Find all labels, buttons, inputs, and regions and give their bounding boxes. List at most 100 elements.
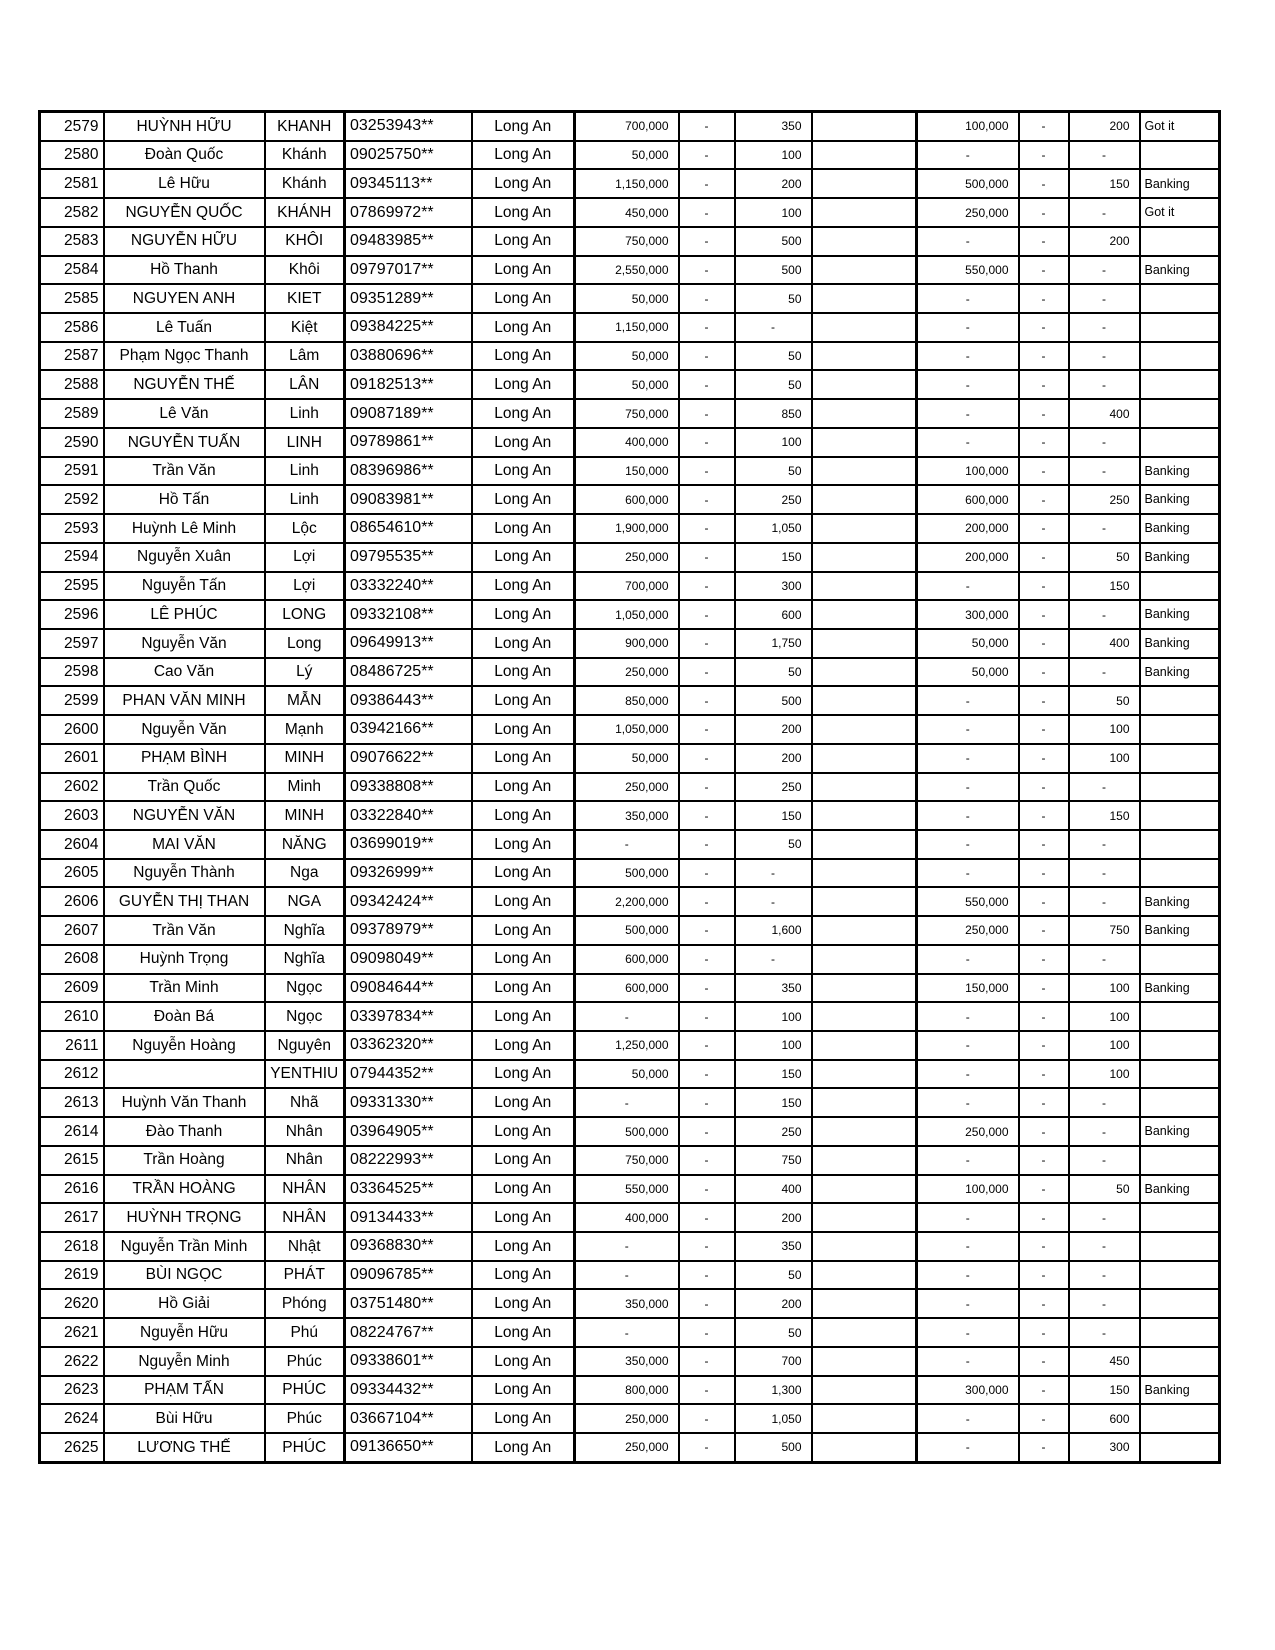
province-cell: Long An (470, 742, 576, 774)
given-name-cell: KIET (263, 283, 346, 315)
amount-extra-sub-cell: 100 (1067, 1030, 1141, 1061)
status-cell (1138, 426, 1221, 458)
dash-1-cell: - (677, 972, 736, 1004)
amount-main-cell: 150,000 (573, 455, 680, 487)
spacer-cell (810, 886, 918, 918)
amount-main-cell: 450,000 (573, 197, 680, 228)
status-cell (1138, 398, 1221, 429)
spacer-cell (810, 340, 918, 372)
status-cell (1138, 1288, 1221, 1320)
name-cell: NGUYỄN THẾ (102, 369, 266, 401)
province-cell: Long An (470, 886, 576, 918)
spacer-cell (810, 1231, 918, 1262)
spacer-cell (810, 513, 918, 544)
row-id-cell: 2593 (38, 513, 105, 544)
amount-extra-cell: - (915, 800, 1020, 831)
amount-extra-cell: - (915, 570, 1020, 602)
spacer-cell (810, 1288, 918, 1320)
row-id-cell: 2592 (38, 484, 105, 516)
status-cell: Banking (1138, 541, 1221, 573)
name-cell: Huỳnh Lê Minh (102, 513, 266, 544)
amount-main-cell: 250,000 (573, 771, 680, 803)
dash-2-cell: - (1017, 197, 1070, 228)
amount-sub-cell: 200 (733, 168, 813, 200)
amount-extra-sub-cell: - (1067, 1202, 1141, 1234)
dash-2-cell: - (1017, 886, 1070, 918)
spacer-cell (810, 1374, 918, 1406)
amount-sub-cell: 500 (733, 254, 813, 286)
name-cell (102, 1058, 266, 1090)
province-cell: Long An (470, 1144, 576, 1176)
dash-1-cell: - (677, 800, 736, 831)
row-id-cell: 2591 (38, 455, 105, 487)
row-id-cell: 2601 (38, 742, 105, 774)
spacer-cell (810, 197, 918, 228)
amount-extra-cell: - (915, 685, 1020, 717)
row-id-cell: 2613 (38, 1087, 105, 1119)
dash-2-cell: - (1017, 1288, 1070, 1320)
table-body: 2579 HUỲNH HỮU KHANH 03253943** Long An 700,0… (38, 110, 1221, 1464)
spacer-cell (810, 627, 918, 659)
name-cell: MAI VĂN (102, 828, 266, 860)
dash-2-cell: - (1017, 110, 1070, 142)
amount-extra-cell: - (915, 1317, 1020, 1348)
amount-extra-cell: - (915, 828, 1020, 860)
amount-extra-cell: 100,000 (915, 110, 1020, 142)
amount-extra-sub-cell: - (1067, 656, 1141, 688)
name-cell: PHẠM TẤN (102, 1374, 266, 1406)
given-name-cell: MẪN (263, 685, 346, 717)
amount-extra-cell: - (915, 1087, 1020, 1119)
province-cell: Long An (470, 1288, 576, 1320)
row-id-cell: 2586 (38, 312, 105, 343)
dash-2-cell: - (1017, 1317, 1070, 1348)
amount-sub-cell: 350 (733, 110, 813, 142)
spacer-cell (810, 943, 918, 975)
amount-extra-cell: - (915, 312, 1020, 343)
province-cell: Long An (470, 1087, 576, 1119)
name-cell: NGUYEN ANH (102, 283, 266, 315)
name-cell: Đoàn Quốc (102, 139, 266, 171)
name-cell: Nguyễn Văn (102, 627, 266, 659)
row-id-cell: 2609 (38, 972, 105, 1004)
amount-extra-sub-cell: 100 (1067, 1058, 1141, 1090)
phone-masked-cell: 03362320** (343, 1030, 473, 1061)
amount-extra-cell: - (915, 1259, 1020, 1291)
name-cell: GUYỄN THỊ THAN (102, 886, 266, 918)
row-id-cell: 2624 (38, 1403, 105, 1435)
spacer-cell (810, 168, 918, 200)
spacer-cell (810, 1259, 918, 1291)
dash-2-cell: - (1017, 599, 1070, 630)
table-row: 2580 Đoàn Quốc Khánh 09025750** Long An 50,00… (38, 139, 1221, 171)
row-id-cell: 2614 (38, 1116, 105, 1147)
amount-extra-sub-cell: 300 (1067, 1432, 1141, 1464)
amount-sub-cell: 850 (733, 398, 813, 429)
phone-masked-cell: 07869972** (343, 197, 473, 228)
given-name-cell: Phóng (263, 1288, 346, 1320)
row-id-cell: 2610 (38, 1001, 105, 1032)
amount-main-cell: 500,000 (573, 857, 680, 889)
given-name-cell: NGA (263, 886, 346, 918)
name-cell: Trần Minh (102, 972, 266, 1004)
phone-masked-cell: 09332108** (343, 599, 473, 630)
status-cell (1138, 369, 1221, 401)
dash-2-cell: - (1017, 570, 1070, 602)
dash-1-cell: - (677, 714, 736, 745)
name-cell: Trần Hoàng (102, 1144, 266, 1176)
amount-extra-sub-cell: - (1067, 1144, 1141, 1176)
amount-main-cell: 400,000 (573, 426, 680, 458)
amount-extra-sub-cell: - (1067, 254, 1141, 286)
amount-sub-cell: 50 (733, 1259, 813, 1291)
table-row: 2612 YENTHIU 07944352** Long An 50,000-150- -… (38, 1058, 1221, 1090)
name-cell: HUỲNH TRỌNG (102, 1202, 266, 1234)
dash-2-cell: - (1017, 1087, 1070, 1119)
amount-sub-cell: 100 (733, 426, 813, 458)
dash-1-cell: - (677, 197, 736, 228)
amount-main-cell: 250,000 (573, 541, 680, 573)
given-name-cell: Ngọc (263, 972, 346, 1004)
dash-2-cell: - (1017, 168, 1070, 200)
amount-main-cell: 1,150,000 (573, 168, 680, 200)
given-name-cell: Nhật (263, 1231, 346, 1262)
name-cell: Hồ Giải (102, 1288, 266, 1320)
given-name-cell: Nguyên (263, 1030, 346, 1061)
amount-sub-cell: 100 (733, 197, 813, 228)
